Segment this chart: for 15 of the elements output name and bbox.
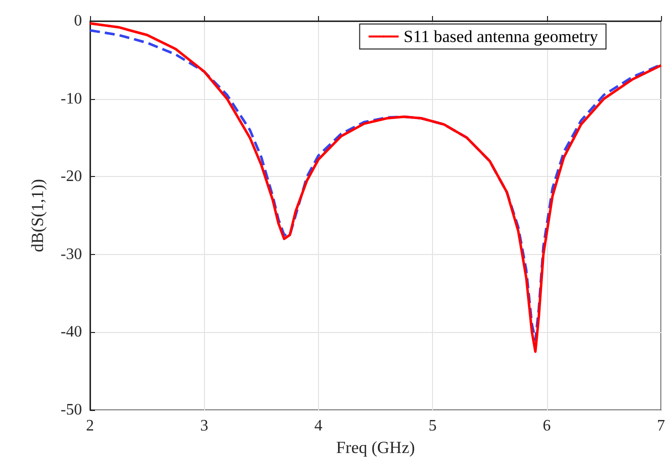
x-tick-label: 6 [542,418,551,434]
legend-label: S11 based antenna geometry [404,27,598,46]
x-tick-label: 5 [428,418,437,434]
x-tick-label: 2 [86,418,94,434]
x-axis-title: Freq (GHz) [336,438,415,457]
y-tick-label: -20 [60,168,82,186]
y-tick-label: -30 [60,246,82,263]
x-tick-label: 4 [314,418,322,434]
x-tick-label: 3 [200,418,208,434]
y-tick-label: 0 [74,12,82,30]
y-tick-label: -10 [60,90,82,108]
x-tick-label: 7 [657,418,665,434]
y-axis-title: dB(S(1,1)) [28,178,47,252]
y-tick-label: -50 [60,402,82,418]
y-tick-label: -40 [60,324,82,341]
